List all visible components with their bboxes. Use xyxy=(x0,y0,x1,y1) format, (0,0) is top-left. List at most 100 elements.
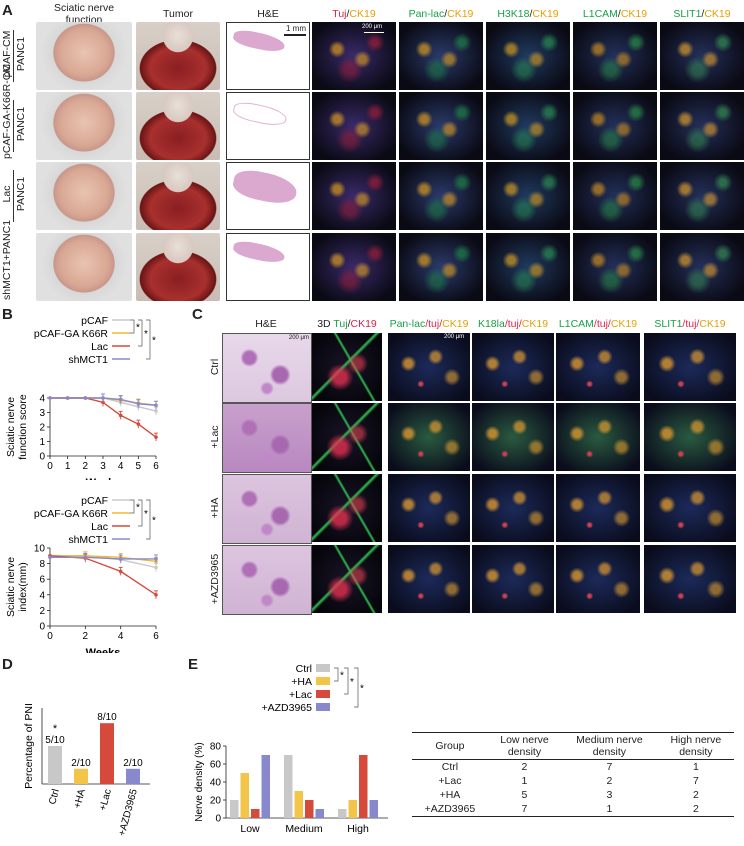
legend-label: pCAF xyxy=(81,495,108,507)
legend-label: pCAF xyxy=(81,315,108,327)
bar xyxy=(261,755,270,818)
legend-swatch xyxy=(316,677,330,685)
x-tick-label: Low xyxy=(240,823,260,835)
significance-bracket xyxy=(138,499,143,527)
if-micrograph xyxy=(573,233,657,301)
header-part: H&E xyxy=(255,318,277,330)
x-tick-label: 2 xyxy=(83,461,89,472)
x-tick-label: 0 xyxy=(47,631,53,642)
row-label-treatment: pCAF-GA-K66R-CM xyxy=(1,63,13,159)
table-cell: Ctrl xyxy=(441,761,459,773)
row-label-cell: PANC1 xyxy=(15,176,27,212)
channel-b: CK19 xyxy=(532,8,559,20)
panel-label-e: E xyxy=(188,656,199,673)
significance-bracket xyxy=(138,319,143,347)
data-point xyxy=(118,413,123,418)
tumor-photo xyxy=(136,22,220,90)
he-section: 200 μm xyxy=(222,333,312,403)
he-section xyxy=(222,545,312,615)
significance-bracket xyxy=(344,667,349,695)
mouse-photo xyxy=(36,22,132,90)
x-tick-label: +AZD3965 xyxy=(117,788,140,838)
if-micrograph xyxy=(573,162,657,230)
significance-bracket xyxy=(130,319,135,334)
y-tick-label: 20 xyxy=(210,796,222,807)
bar xyxy=(100,723,114,784)
data-point xyxy=(136,402,141,406)
panel-label-c: C xyxy=(192,306,203,323)
if-micrograph xyxy=(573,22,657,90)
if-micrograph xyxy=(660,92,744,160)
data-point xyxy=(101,400,105,405)
row-label-divider xyxy=(13,30,14,82)
bar xyxy=(315,809,324,818)
panel-c-col-header: K18la/tuj/CK19 xyxy=(472,318,554,330)
if-scalebar-label: 200 μm xyxy=(362,24,383,30)
channel-b: CK19 xyxy=(447,8,474,20)
header-part: Pan-lac xyxy=(389,318,426,330)
channel-a: Tuj xyxy=(332,8,347,20)
he-scalebar xyxy=(284,34,306,36)
significance-bracket xyxy=(354,667,359,708)
if-micrograph xyxy=(486,92,570,160)
bar xyxy=(305,800,314,818)
bar xyxy=(369,800,378,818)
legend-label: +HA xyxy=(291,676,312,688)
table-header: Group xyxy=(435,740,465,752)
if-micrograph xyxy=(312,233,396,301)
significance-mark: * xyxy=(144,509,148,520)
table-cell: 1 xyxy=(521,775,528,787)
x-tick-label: 4 xyxy=(118,631,124,642)
significance-bracket xyxy=(146,319,151,360)
legend-label: +Lac xyxy=(289,689,312,701)
data-point xyxy=(136,422,141,426)
3d-reconstruction xyxy=(312,474,382,542)
bar xyxy=(48,746,62,784)
bar xyxy=(359,755,368,818)
table-cell: 2 xyxy=(692,789,699,801)
3d-reconstruction xyxy=(312,333,382,401)
x-axis-label: Weeks xyxy=(86,647,121,653)
nerve-density-table: Group Low nerve density Medium nerve den… xyxy=(412,732,734,817)
legend-label: pCAF-GA K66R xyxy=(34,508,109,520)
if-micrograph xyxy=(312,162,396,230)
tumor-photo xyxy=(136,233,220,301)
x-tick-label: 6 xyxy=(153,631,159,642)
if-micrograph xyxy=(472,474,554,542)
significance-bracket xyxy=(130,499,135,514)
if-micrograph xyxy=(556,474,640,542)
bar xyxy=(348,800,357,818)
data-point xyxy=(154,565,158,570)
data-point xyxy=(154,557,158,561)
y-axis-label: Percentage of PNI xyxy=(23,703,35,789)
3d-reconstruction xyxy=(312,545,382,613)
table-cell: 7 xyxy=(692,775,699,787)
tumor-photo xyxy=(136,162,220,230)
table-row: +HA 5 3 2 xyxy=(412,788,734,802)
panel-label-d: D xyxy=(2,656,13,673)
significance-mark: * xyxy=(152,516,156,527)
row-label-treatment: Lac xyxy=(1,185,13,203)
if-micrograph xyxy=(556,545,640,613)
x-tick-label: Medium xyxy=(285,823,323,835)
panel-label-a: A xyxy=(2,2,13,19)
legend-label: +AZD3965 xyxy=(262,702,313,714)
panel-c-col-header: H&E xyxy=(222,318,310,330)
if-micrograph xyxy=(556,403,640,471)
mouse-photo xyxy=(36,233,132,301)
he-tissue xyxy=(231,99,289,129)
bar xyxy=(126,768,140,784)
mouse-photo xyxy=(36,92,132,160)
legend-label: Lac xyxy=(91,341,108,353)
panel-c-col-header: 3D Tuj/CK19 xyxy=(312,318,382,330)
legend-label: Lac xyxy=(91,521,108,533)
y-tick-label: 80 xyxy=(210,742,222,753)
he-tissue xyxy=(230,166,300,208)
legend-label: Ctrl xyxy=(296,663,312,675)
if-micrograph xyxy=(486,233,570,301)
bar-label: 8/10 xyxy=(97,712,117,723)
row-label-cell: PANC1 xyxy=(15,36,27,72)
bar-label: 2/10 xyxy=(71,758,91,769)
y-axis-label: Sciatic nerve xyxy=(5,557,17,617)
if-scalebar xyxy=(364,32,384,33)
